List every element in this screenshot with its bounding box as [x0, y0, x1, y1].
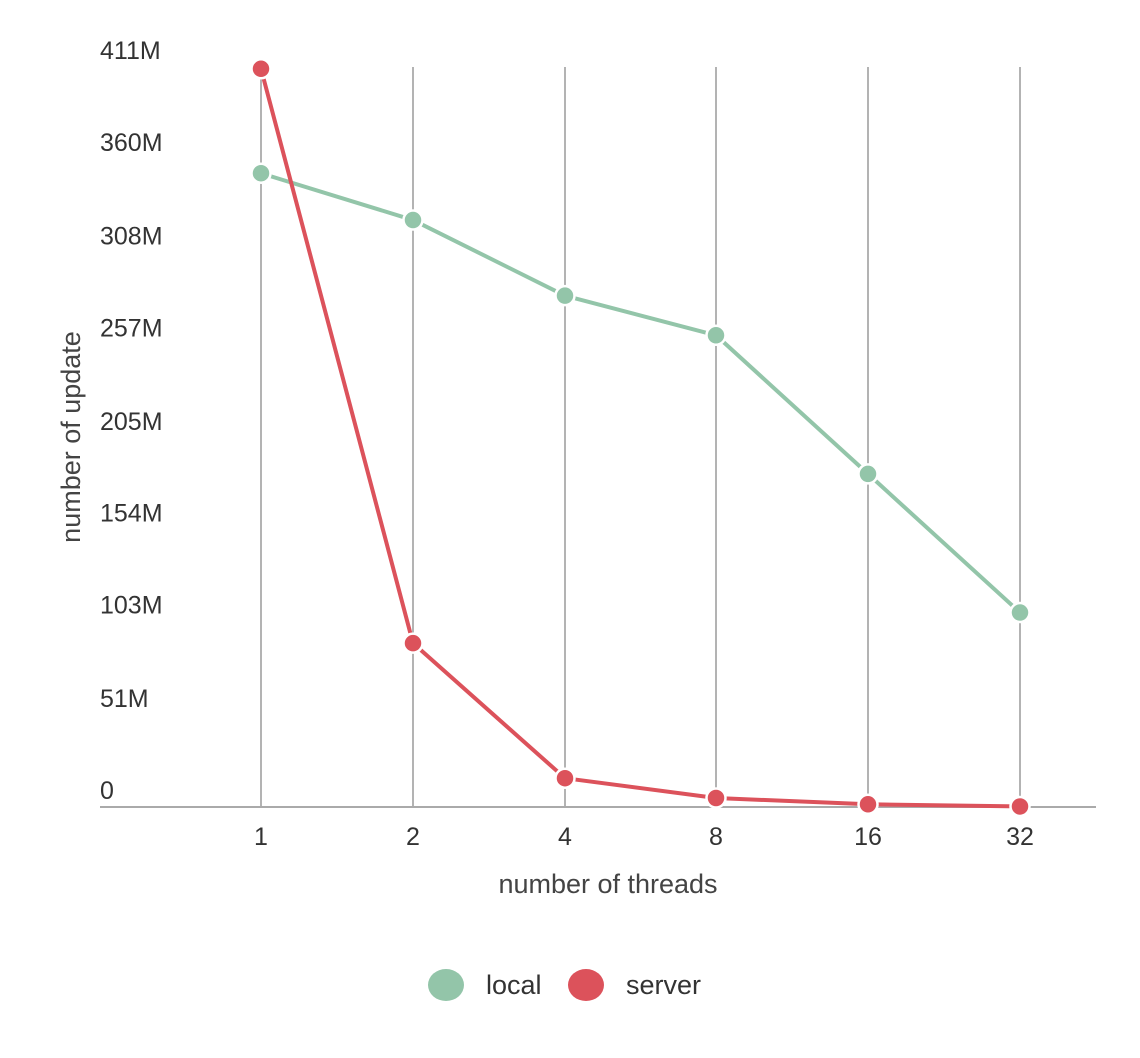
y-axis-ticks: 0 51M 103M 154M 205M 257M 308M 360M 411M [100, 37, 163, 805]
data-point-local-16 [857, 463, 879, 485]
y-tick-label: 308M [100, 222, 163, 250]
legend: local server [428, 969, 701, 1001]
data-point-local-1 [250, 162, 272, 184]
series-line-server [259, 66, 1022, 809]
y-tick-label: 411M [100, 37, 161, 65]
legend-swatch-local [428, 969, 464, 1001]
legend-item-server: server [568, 969, 701, 1001]
x-axis-ticks: 1 2 4 8 16 32 [254, 823, 1034, 851]
x-tick-label: 16 [854, 823, 882, 851]
series-points [250, 58, 1031, 818]
x-tick-label: 8 [709, 823, 723, 851]
y-tick-label: 0 [100, 777, 114, 805]
x-tick-label: 32 [1006, 823, 1034, 851]
series-lines [259, 66, 1022, 809]
data-point-local-2 [402, 209, 424, 231]
x-tick-label: 2 [406, 823, 420, 851]
x-tick-label: 4 [558, 823, 572, 851]
legend-label-server: server [626, 970, 701, 1000]
data-point-server-4 [554, 767, 576, 789]
y-tick-label: 360M [100, 129, 163, 157]
y-tick-label: 51M [100, 685, 149, 713]
legend-swatch-server [568, 969, 604, 1001]
x-tick-label: 1 [254, 823, 268, 851]
data-point-server-16 [857, 793, 879, 816]
data-point-server-8 [705, 787, 727, 809]
x-axis-title: number of threads [498, 869, 717, 899]
legend-label-local: local [486, 970, 542, 1000]
y-tick-label: 205M [100, 408, 163, 436]
data-point-local-4 [554, 284, 576, 307]
vertical-gridlines [260, 67, 1021, 807]
series-line-local [259, 171, 1022, 615]
y-axis-title: number of update [56, 331, 86, 543]
data-point-local-32 [1009, 601, 1031, 624]
data-point-server-2 [402, 632, 424, 654]
legend-item-local: local [428, 969, 542, 1001]
data-point-server-32 [1009, 795, 1031, 818]
data-point-server-1 [250, 58, 272, 80]
y-tick-label: 154M [100, 500, 163, 528]
y-tick-label: 103M [100, 592, 163, 620]
y-tick-label: 257M [100, 314, 163, 342]
data-point-local-8 [705, 324, 727, 347]
